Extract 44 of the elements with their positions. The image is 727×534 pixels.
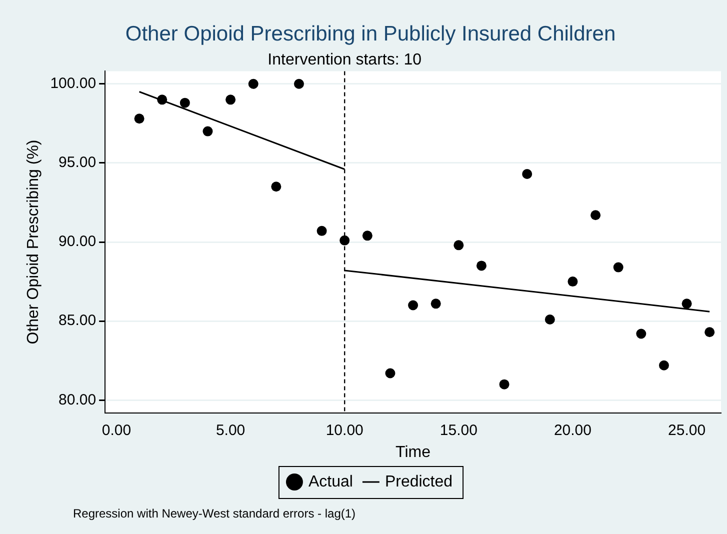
point <box>590 210 601 220</box>
point <box>544 314 555 324</box>
point <box>362 230 372 241</box>
x-tick-label: 15.00 <box>440 422 478 439</box>
point <box>157 94 168 105</box>
legend-label: Actual <box>308 473 353 490</box>
ref-line-label: Intervention starts: 10 <box>268 52 422 69</box>
point <box>636 328 646 339</box>
y-tick-label: 80.00 <box>58 391 96 408</box>
point <box>613 262 624 272</box>
x-axis-title: Time <box>396 444 431 461</box>
point <box>226 94 236 105</box>
legend-label: Predicted <box>384 473 453 490</box>
point <box>568 276 578 287</box>
text: Regression with Newey-West standard errors - lag(1) <box>73 506 356 520</box>
x-tick-label: 5.00 <box>216 422 246 439</box>
point <box>134 114 144 124</box>
point <box>408 300 418 310</box>
chart-title: Other Opioid Prescribing in Publicly Insured Children <box>125 22 616 46</box>
point <box>499 379 510 390</box>
point <box>454 240 464 250</box>
point <box>294 78 304 89</box>
x-tick-label: 20.00 <box>554 422 592 439</box>
point <box>271 182 282 192</box>
point <box>682 298 692 309</box>
point <box>316 226 327 236</box>
y-tick-label: 85.00 <box>58 312 96 330</box>
x-tick-label: 10.00 <box>326 422 364 439</box>
point <box>385 368 396 378</box>
point <box>704 327 715 338</box>
y-tick-label: 100.00 <box>50 74 96 92</box>
point <box>476 260 486 271</box>
point <box>430 298 441 309</box>
point <box>658 360 669 370</box>
y-tick-label: 90.00 <box>58 233 96 250</box>
x-tick-label: 25.00 <box>668 422 706 439</box>
point <box>180 98 190 108</box>
y-tick-label: 95.00 <box>58 154 96 172</box>
y-axis-title: Other Opioid Prescribing (%) <box>25 140 42 344</box>
point <box>522 168 532 179</box>
point <box>340 235 350 246</box>
x-tick-label: 0.00 <box>102 422 132 439</box>
point <box>202 126 213 136</box>
point <box>248 78 258 89</box>
